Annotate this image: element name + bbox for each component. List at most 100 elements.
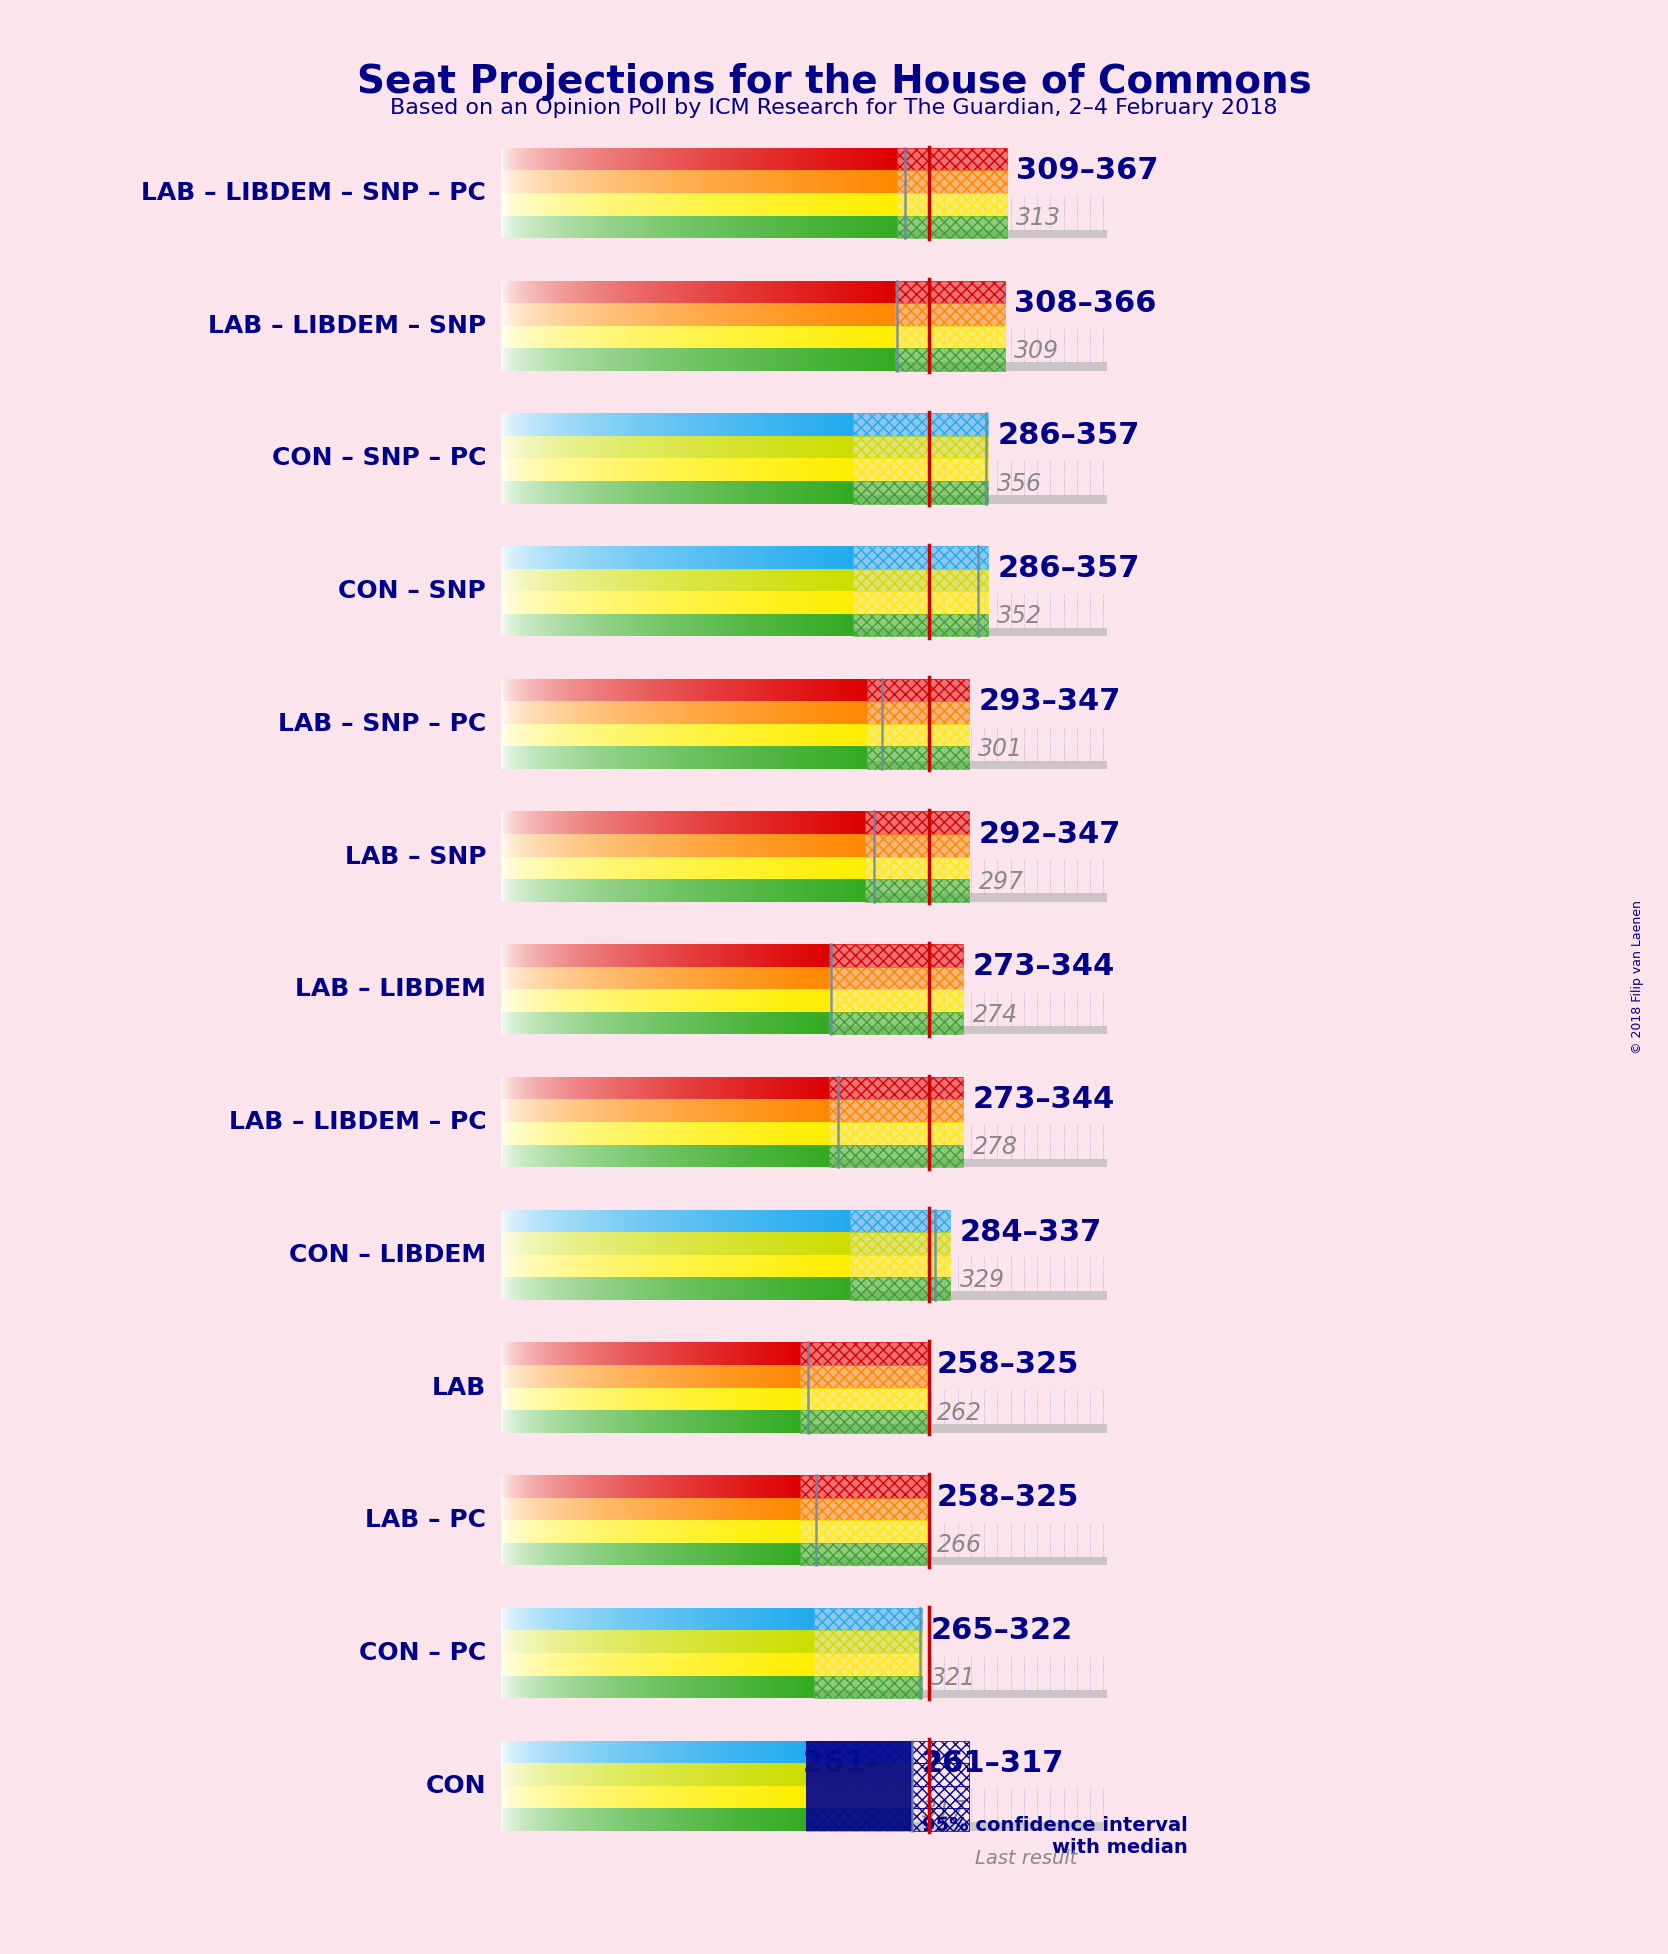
Bar bbox=[897, 215, 1007, 238]
Text: 321: 321 bbox=[931, 1667, 976, 1690]
Bar bbox=[829, 967, 964, 989]
Bar bbox=[896, 281, 1004, 303]
Bar bbox=[502, 893, 1108, 901]
Text: LAB – LIBDEM – SNP: LAB – LIBDEM – SNP bbox=[208, 315, 485, 338]
Bar bbox=[897, 215, 1007, 238]
Bar bbox=[801, 1520, 927, 1544]
Bar bbox=[829, 1012, 964, 1034]
Bar bbox=[806, 1763, 912, 1786]
Text: LAB – SNP: LAB – SNP bbox=[345, 844, 485, 870]
Bar bbox=[854, 614, 987, 637]
Bar bbox=[897, 170, 1007, 193]
Text: 261–317: 261–317 bbox=[922, 1749, 1064, 1778]
Bar bbox=[502, 627, 1108, 637]
Bar bbox=[867, 723, 969, 746]
Text: CON – SNP – PC: CON – SNP – PC bbox=[272, 446, 485, 471]
Bar bbox=[897, 170, 1007, 193]
Bar bbox=[896, 326, 1004, 348]
Text: 286–357: 286–357 bbox=[997, 555, 1139, 582]
Text: CON – PC: CON – PC bbox=[359, 1641, 485, 1665]
Bar bbox=[502, 361, 1108, 371]
Bar bbox=[806, 1807, 912, 1831]
Bar bbox=[814, 1675, 922, 1698]
Bar bbox=[864, 879, 969, 901]
Bar bbox=[854, 592, 987, 614]
Bar bbox=[864, 834, 969, 856]
Bar bbox=[806, 1741, 912, 1763]
Text: LAB – LIBDEM: LAB – LIBDEM bbox=[295, 977, 485, 1000]
Bar bbox=[896, 348, 1004, 371]
Bar bbox=[502, 1159, 1108, 1167]
Text: 293–347: 293–347 bbox=[979, 686, 1121, 715]
Text: 313: 313 bbox=[1016, 207, 1061, 231]
Bar bbox=[829, 1077, 964, 1100]
Text: 308–366: 308–366 bbox=[1014, 289, 1158, 319]
Bar bbox=[854, 569, 987, 592]
Bar bbox=[829, 944, 964, 967]
Bar bbox=[502, 1823, 1108, 1831]
Bar bbox=[849, 1210, 951, 1233]
Bar bbox=[801, 1544, 927, 1565]
Bar bbox=[854, 459, 987, 481]
Bar bbox=[896, 303, 1004, 326]
Bar bbox=[912, 1741, 969, 1763]
Bar bbox=[502, 1292, 1108, 1299]
Bar bbox=[829, 1122, 964, 1145]
Bar bbox=[806, 1786, 912, 1807]
Bar bbox=[829, 1122, 964, 1145]
Bar bbox=[502, 1424, 1108, 1432]
Bar bbox=[829, 1012, 964, 1034]
Bar bbox=[854, 414, 987, 436]
Text: 292–347: 292–347 bbox=[979, 819, 1121, 848]
Bar bbox=[502, 1690, 1108, 1698]
Bar bbox=[801, 1387, 927, 1411]
Bar bbox=[854, 459, 987, 481]
Text: 352: 352 bbox=[997, 604, 1042, 629]
Bar bbox=[854, 545, 987, 569]
Bar bbox=[864, 811, 969, 834]
Text: 274: 274 bbox=[972, 1002, 1017, 1026]
Bar bbox=[896, 303, 1004, 326]
Bar bbox=[849, 1210, 951, 1233]
Text: CON – SNP: CON – SNP bbox=[339, 578, 485, 604]
Text: 262: 262 bbox=[937, 1401, 982, 1424]
Text: CON: CON bbox=[425, 1774, 485, 1798]
Bar bbox=[806, 1786, 912, 1807]
Bar bbox=[814, 1630, 922, 1653]
Text: 356: 356 bbox=[997, 471, 1042, 496]
Bar bbox=[829, 1100, 964, 1122]
Text: 329: 329 bbox=[959, 1268, 1004, 1292]
Bar bbox=[801, 1366, 927, 1387]
Bar bbox=[829, 967, 964, 989]
Bar bbox=[806, 1741, 912, 1763]
Text: 297: 297 bbox=[979, 870, 1024, 893]
Bar bbox=[502, 1026, 1108, 1034]
Text: 258–325: 258–325 bbox=[937, 1350, 1079, 1380]
Text: LAB – PC: LAB – PC bbox=[365, 1508, 485, 1532]
Text: LAB: LAB bbox=[432, 1376, 485, 1399]
Bar bbox=[801, 1411, 927, 1432]
Text: 273–344: 273–344 bbox=[972, 952, 1114, 981]
Bar bbox=[814, 1630, 922, 1653]
Bar bbox=[896, 348, 1004, 371]
Text: © 2018 Filip van Laenen: © 2018 Filip van Laenen bbox=[1631, 901, 1645, 1053]
Bar bbox=[849, 1278, 951, 1299]
Bar bbox=[814, 1653, 922, 1675]
Bar bbox=[806, 1807, 912, 1831]
Bar bbox=[854, 436, 987, 459]
Text: Based on an Opinion Poll by ICM Research for The Guardian, 2–4 February 2018: Based on an Opinion Poll by ICM Research… bbox=[390, 98, 1278, 117]
Bar bbox=[849, 1278, 951, 1299]
Bar bbox=[912, 1786, 969, 1807]
Bar bbox=[801, 1411, 927, 1432]
Bar bbox=[867, 723, 969, 746]
Bar bbox=[897, 149, 1007, 170]
Text: Last result: Last result bbox=[974, 1848, 1078, 1868]
Bar bbox=[854, 592, 987, 614]
Bar bbox=[829, 1100, 964, 1122]
Bar bbox=[867, 746, 969, 770]
Bar bbox=[502, 760, 1108, 770]
Bar bbox=[829, 1145, 964, 1167]
Bar bbox=[814, 1608, 922, 1630]
Bar bbox=[801, 1497, 927, 1520]
Bar bbox=[502, 231, 1108, 238]
